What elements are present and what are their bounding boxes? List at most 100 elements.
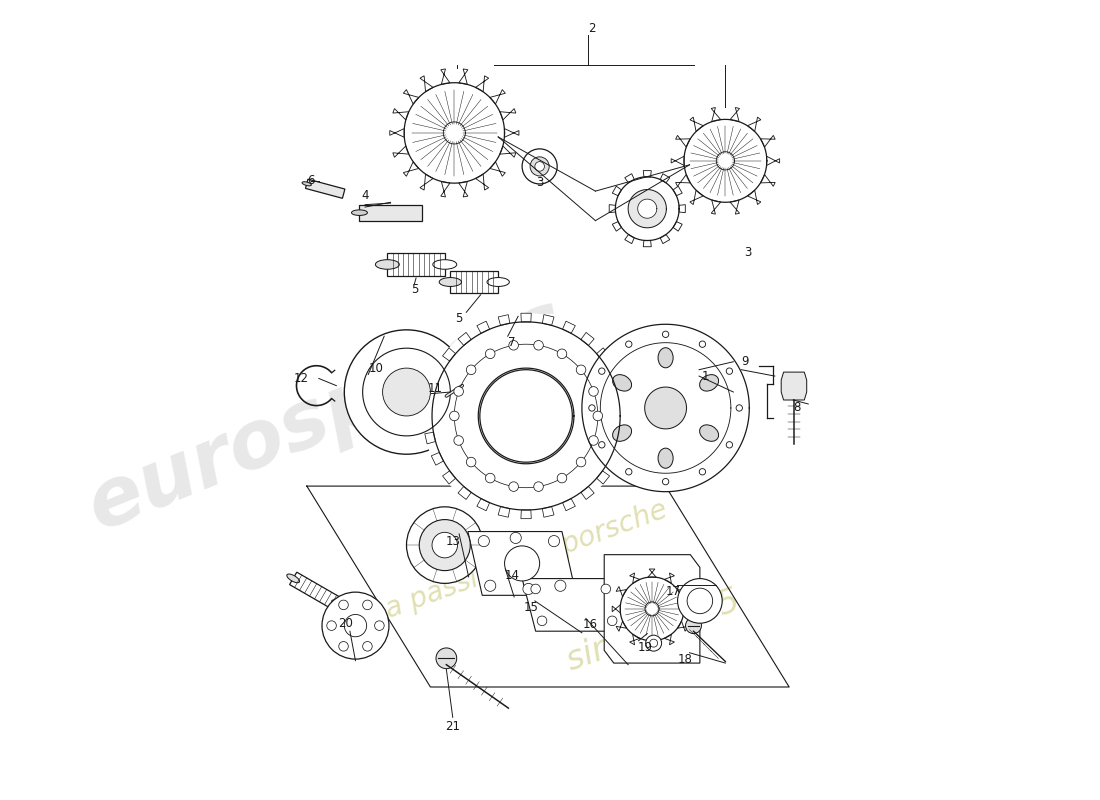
Circle shape bbox=[588, 386, 598, 396]
Polygon shape bbox=[404, 90, 419, 104]
Polygon shape bbox=[629, 573, 640, 583]
Circle shape bbox=[327, 621, 337, 630]
Text: 15: 15 bbox=[524, 601, 538, 614]
Text: 2: 2 bbox=[588, 22, 596, 35]
Polygon shape bbox=[678, 621, 688, 631]
Circle shape bbox=[626, 469, 631, 475]
Circle shape bbox=[601, 584, 610, 594]
Circle shape bbox=[558, 474, 566, 483]
Circle shape bbox=[454, 386, 463, 396]
Circle shape bbox=[363, 600, 372, 610]
Polygon shape bbox=[615, 177, 679, 241]
Polygon shape bbox=[505, 129, 519, 138]
Polygon shape bbox=[389, 129, 405, 138]
Polygon shape bbox=[730, 200, 739, 214]
Polygon shape bbox=[425, 388, 436, 400]
Polygon shape bbox=[522, 578, 629, 631]
Circle shape bbox=[530, 157, 549, 176]
Text: 4: 4 bbox=[361, 189, 368, 202]
Polygon shape bbox=[644, 240, 651, 246]
Ellipse shape bbox=[658, 448, 673, 468]
Polygon shape bbox=[404, 82, 505, 183]
Polygon shape bbox=[675, 135, 691, 147]
Polygon shape bbox=[441, 69, 450, 85]
Polygon shape bbox=[660, 174, 670, 183]
Polygon shape bbox=[478, 368, 574, 464]
Polygon shape bbox=[562, 321, 575, 334]
Polygon shape bbox=[596, 471, 609, 484]
Polygon shape bbox=[420, 76, 433, 92]
Polygon shape bbox=[498, 506, 509, 518]
Circle shape bbox=[432, 532, 458, 558]
Circle shape bbox=[700, 341, 705, 347]
Ellipse shape bbox=[487, 278, 509, 286]
Polygon shape bbox=[648, 569, 657, 578]
Ellipse shape bbox=[658, 348, 673, 368]
Ellipse shape bbox=[700, 425, 718, 442]
Ellipse shape bbox=[613, 374, 631, 391]
Polygon shape bbox=[645, 387, 686, 429]
Ellipse shape bbox=[375, 260, 399, 270]
Polygon shape bbox=[442, 471, 455, 484]
Text: 3: 3 bbox=[536, 176, 543, 189]
Polygon shape bbox=[431, 453, 443, 465]
Circle shape bbox=[454, 436, 463, 446]
Circle shape bbox=[485, 474, 495, 483]
Text: 11: 11 bbox=[428, 382, 442, 395]
Circle shape bbox=[576, 365, 586, 374]
Circle shape bbox=[688, 588, 713, 614]
Polygon shape bbox=[420, 174, 433, 190]
Circle shape bbox=[588, 405, 595, 411]
Polygon shape bbox=[458, 486, 471, 499]
Polygon shape bbox=[747, 190, 761, 205]
Circle shape bbox=[534, 482, 543, 491]
Circle shape bbox=[646, 635, 661, 651]
Circle shape bbox=[685, 618, 702, 634]
Polygon shape bbox=[521, 314, 531, 322]
Circle shape bbox=[588, 436, 598, 446]
Circle shape bbox=[344, 614, 366, 637]
Polygon shape bbox=[629, 634, 640, 645]
Polygon shape bbox=[490, 90, 505, 104]
Polygon shape bbox=[664, 634, 674, 645]
Polygon shape bbox=[616, 586, 627, 597]
Circle shape bbox=[466, 365, 476, 374]
Polygon shape bbox=[712, 107, 720, 122]
Circle shape bbox=[662, 331, 669, 338]
Polygon shape bbox=[684, 119, 767, 202]
Text: 5: 5 bbox=[410, 283, 418, 297]
Circle shape bbox=[736, 405, 743, 411]
Text: eurospares: eurospares bbox=[76, 285, 578, 547]
Polygon shape bbox=[459, 69, 468, 85]
Polygon shape bbox=[609, 205, 616, 213]
Circle shape bbox=[576, 458, 586, 467]
Polygon shape bbox=[684, 605, 692, 613]
Polygon shape bbox=[582, 324, 749, 492]
Polygon shape bbox=[306, 179, 345, 198]
Ellipse shape bbox=[352, 210, 367, 215]
Circle shape bbox=[626, 341, 631, 347]
Circle shape bbox=[510, 532, 521, 543]
Circle shape bbox=[700, 469, 705, 475]
Circle shape bbox=[549, 535, 560, 546]
Polygon shape bbox=[581, 486, 594, 499]
Polygon shape bbox=[424, 410, 432, 421]
Polygon shape bbox=[673, 222, 682, 231]
Text: 5: 5 bbox=[454, 312, 462, 325]
Polygon shape bbox=[498, 314, 509, 326]
Text: 14: 14 bbox=[504, 569, 519, 582]
Ellipse shape bbox=[332, 600, 344, 609]
Text: 6: 6 bbox=[307, 174, 315, 187]
Circle shape bbox=[531, 584, 540, 594]
Polygon shape bbox=[760, 135, 775, 147]
Circle shape bbox=[339, 642, 349, 651]
Polygon shape bbox=[617, 388, 627, 400]
Polygon shape bbox=[393, 146, 409, 158]
Text: 21: 21 bbox=[446, 720, 460, 734]
Circle shape bbox=[339, 600, 349, 610]
Text: 7: 7 bbox=[508, 336, 516, 349]
Polygon shape bbox=[431, 366, 443, 379]
Ellipse shape bbox=[302, 182, 311, 186]
Polygon shape bbox=[690, 190, 703, 205]
Polygon shape bbox=[499, 146, 516, 158]
